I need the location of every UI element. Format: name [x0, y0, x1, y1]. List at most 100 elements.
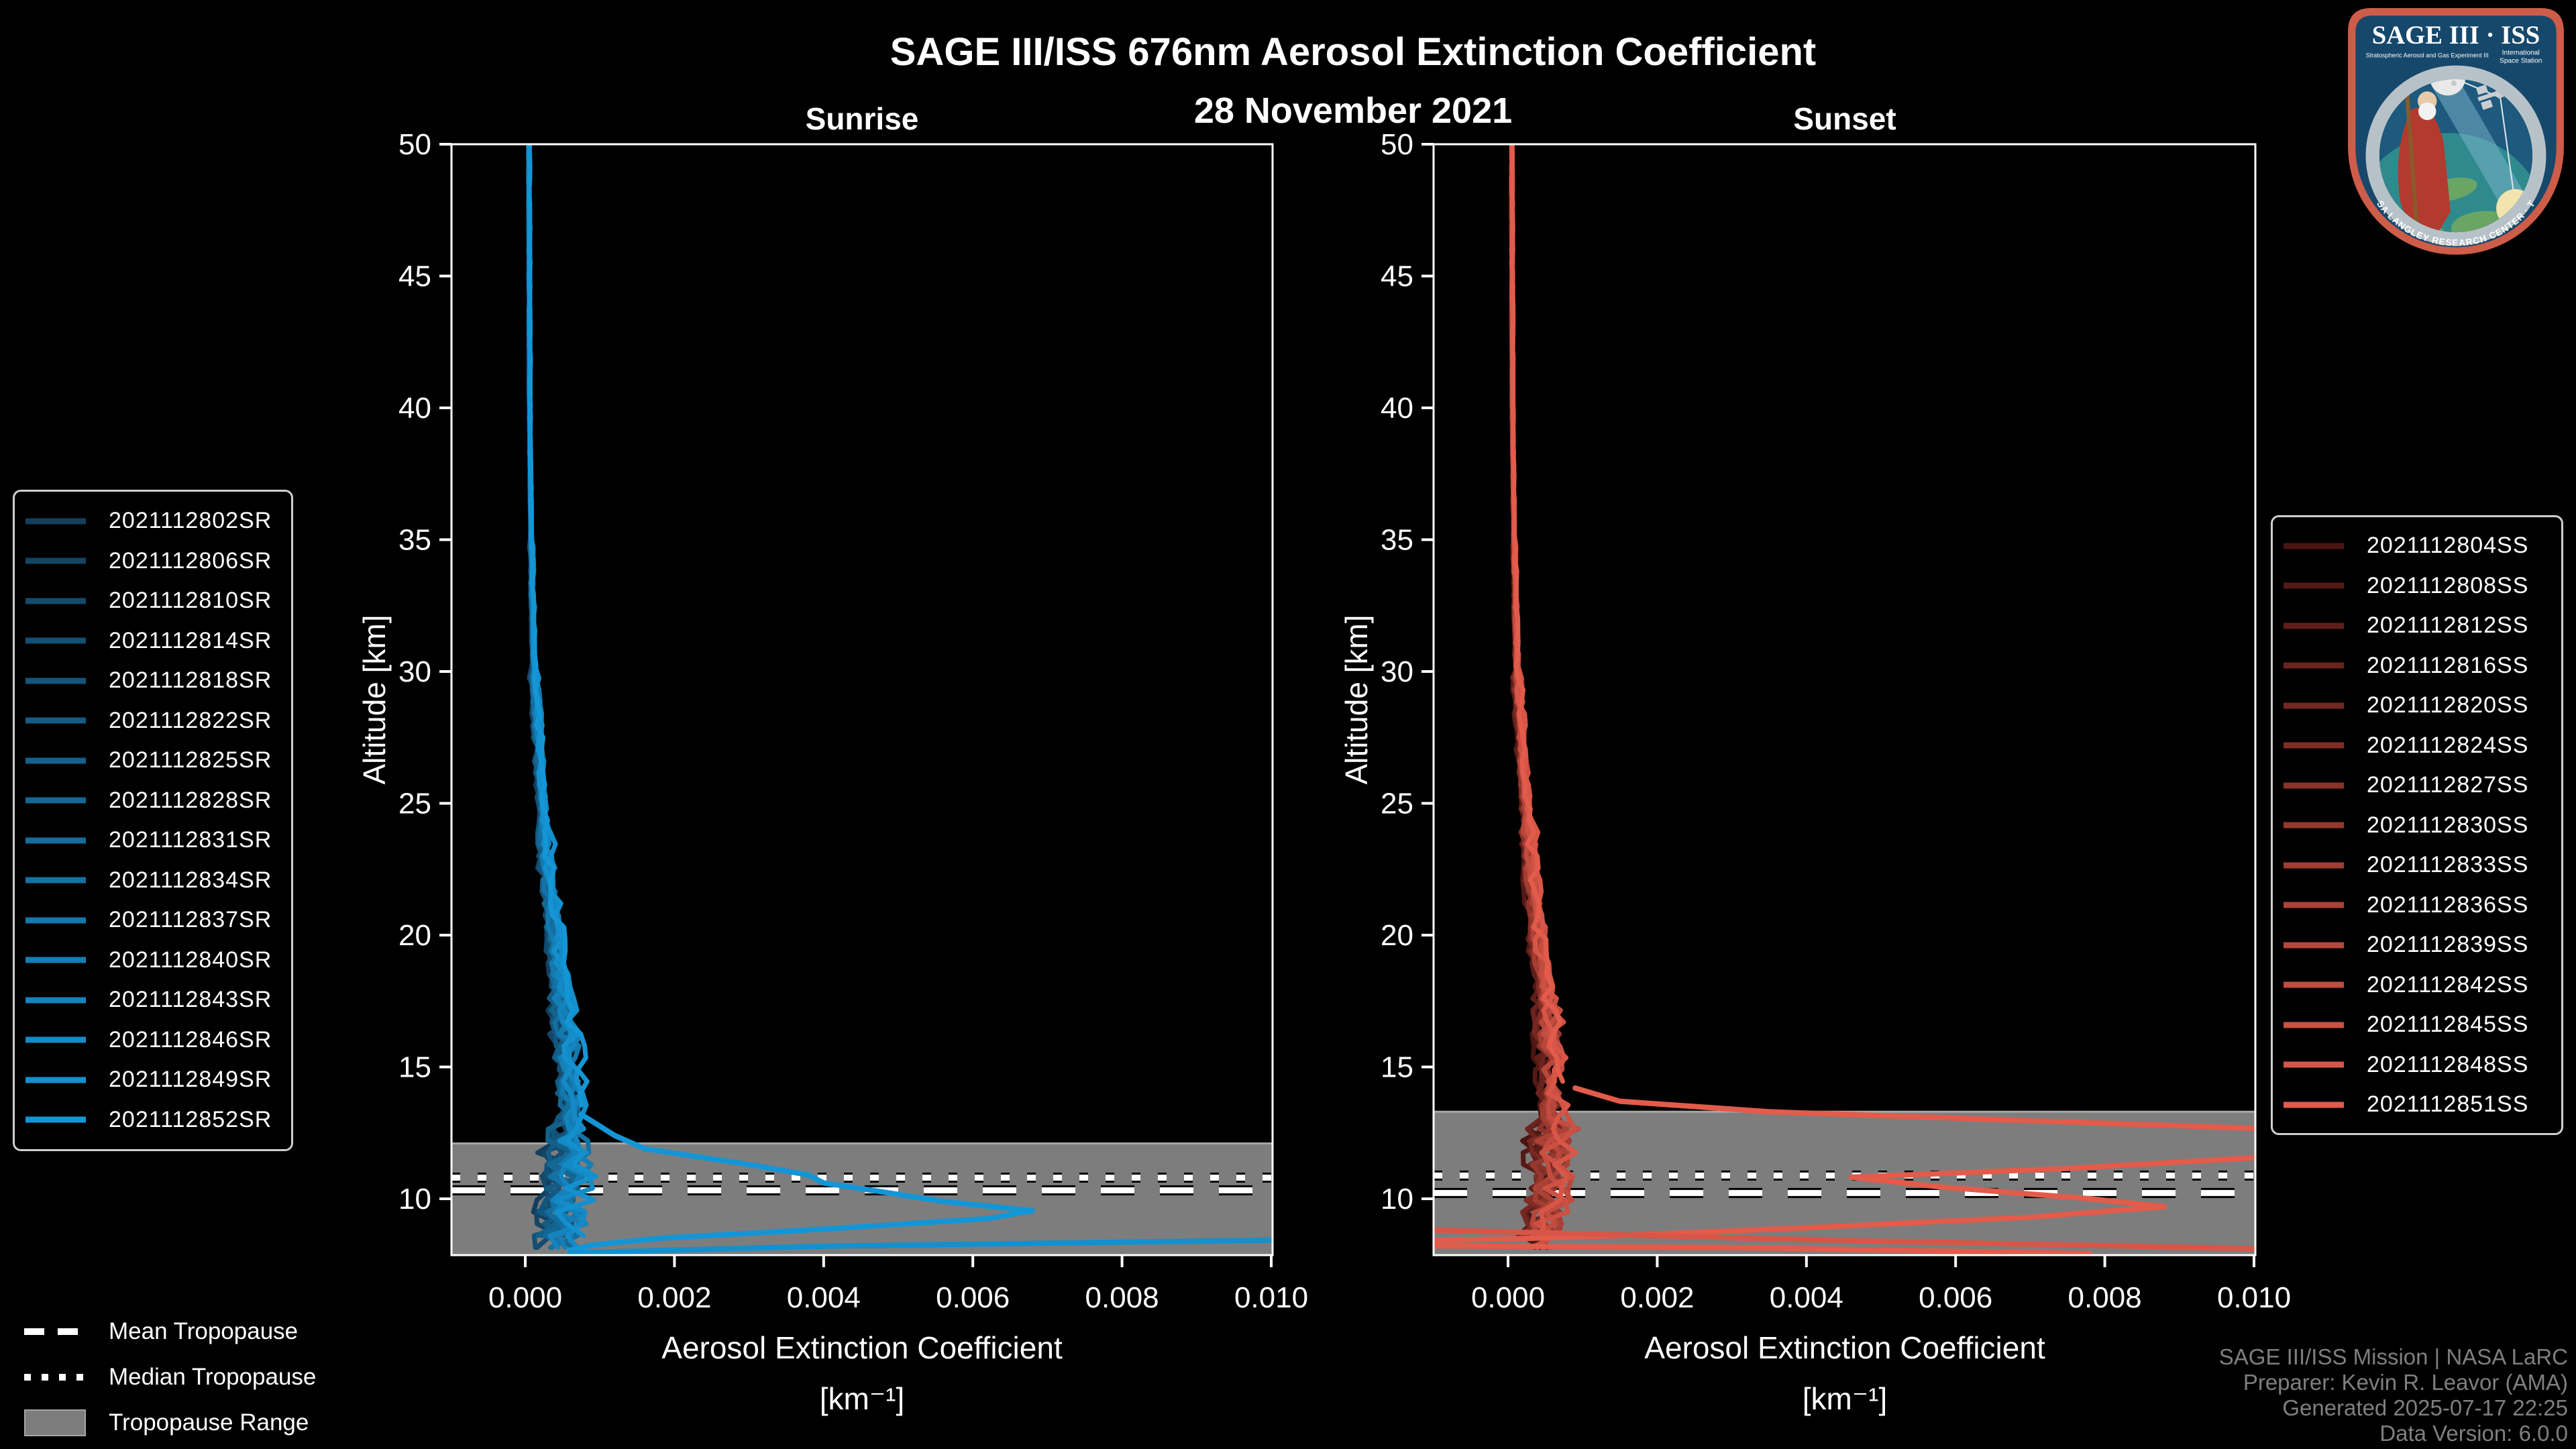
- moon-icon: [2430, 78, 2466, 96]
- legend-item: 2021112827SS: [2273, 765, 2561, 806]
- xtick-label: 0.004: [787, 1281, 861, 1314]
- legend-item: 2021112806SR: [15, 541, 291, 582]
- legend-sunset: 2021112804SS 2021112808SS 2021112812SS 2021…: [2271, 515, 2563, 1135]
- legend-item-label: 2021112837SR: [109, 907, 272, 933]
- legend-line-swatch: [25, 1116, 86, 1123]
- legend-item-label: 2021112818SR: [109, 667, 272, 694]
- ytick-label: 15: [1381, 1051, 1413, 1084]
- mean-tropopause-dash-icon: [24, 1328, 86, 1335]
- logo-title: SAGE III · ISS: [2372, 21, 2540, 50]
- legend-item: 2021112840SR: [15, 941, 291, 981]
- legend-item-label: 2021112845SS: [2367, 1012, 2529, 1037]
- light-beam: [2430, 78, 2532, 220]
- ytick-label: 25: [1381, 788, 1413, 820]
- legend-line-swatch: [2284, 902, 2344, 908]
- legend-line-swatch: [2284, 1102, 2344, 1108]
- ytick-label: 20: [1381, 919, 1413, 952]
- legend-item-label: 2021112846SR: [109, 1026, 272, 1053]
- profile-2021112851SS: [1509, 144, 1565, 1084]
- legend-mean-tropopause: Mean Tropopause: [0, 1316, 298, 1348]
- logo-ring: [2365, 65, 2546, 246]
- logo-scene: [2379, 78, 2533, 233]
- footer-line-version: Data Version: 6.0.0: [2379, 1421, 2568, 1446]
- legend-line-swatch: [2284, 862, 2344, 868]
- legend-item-label: 2021112828SR: [109, 787, 272, 813]
- plot-sunset: 0.000 0.002 0.004 0.006 0.008 0.010 10 15 20 25 30…: [1381, 128, 2291, 1314]
- legend-line-swatch: [25, 837, 86, 844]
- xlabel-sunrise: Aerosol Extinction Coefficient: [661, 1330, 1063, 1365]
- excursion-2021112849SR: [567, 1237, 1273, 1255]
- legend-item: 2021112820SS: [2273, 686, 2561, 726]
- ytick-label: 50: [398, 128, 431, 161]
- plot-sunrise: 0.000 0.002 0.004 0.006 0.008 0.010 10 15 20 25 30…: [398, 128, 1308, 1314]
- legend-item: 2021112851SS: [2273, 1085, 2561, 1125]
- legend-item: 2021112830SS: [2273, 805, 2561, 845]
- sage-iii-iss-logo: SAGE III · ISS Stratospheric Aerosol and…: [2347, 7, 2564, 255]
- legend-item-label: 2021112808SS: [2367, 572, 2529, 598]
- legend-item: 2021112818SR: [15, 661, 291, 701]
- median-tropopause-dot-icon: [24, 1374, 86, 1381]
- legend-line-swatch: [25, 917, 86, 924]
- legend-line-swatch: [25, 518, 86, 525]
- legend-item-label: 2021112806SR: [109, 547, 272, 574]
- legend-line-swatch: [2284, 582, 2344, 589]
- excursion-2021112852SR: [567, 1112, 1036, 1253]
- legend-item-label: 2021112843SR: [109, 987, 272, 1013]
- profile-curves: [525, 144, 1273, 1255]
- legend-line-swatch: [25, 997, 86, 1004]
- mean-tropopause-label: Mean Tropopause: [109, 1318, 299, 1344]
- xtick-label: 0.010: [1234, 1281, 1308, 1314]
- legend-line-swatch: [25, 757, 86, 764]
- legend-item-label: 2021112824SS: [2367, 732, 2529, 758]
- ylabel-sunrise: Altitude [km]: [357, 614, 392, 785]
- xtick-label: 0.002: [637, 1281, 711, 1314]
- legend-item-label: 2021112830SS: [2367, 812, 2529, 838]
- ytick-label: 30: [1381, 655, 1413, 688]
- legend-item-label: 2021112851SS: [2367, 1091, 2529, 1117]
- excursion-2021112848SS: [1434, 1227, 2255, 1252]
- xtick-label: 0.004: [1770, 1281, 1843, 1314]
- legend-item: 2021112833SS: [2273, 845, 2561, 885]
- legend-tropopause-range: Tropopause Range: [0, 1407, 309, 1439]
- legend-line-swatch: [2284, 742, 2344, 749]
- legend-item-label: 2021112812SS: [2367, 612, 2529, 638]
- legend-item-label: 2021112804SS: [2367, 533, 2529, 558]
- ytick-label: 10: [398, 1183, 431, 1216]
- legend-item: 2021112848SS: [2273, 1044, 2561, 1085]
- legend-item-label: 2021112825SR: [109, 747, 272, 773]
- ytick-label: 30: [398, 655, 431, 688]
- legend-item-label: 2021112842SS: [2367, 971, 2529, 998]
- legend-line-swatch: [2284, 822, 2344, 828]
- ytick-label: 20: [398, 919, 431, 952]
- legend-item-label: 2021112814SR: [109, 627, 272, 653]
- xlabel-units-sunrise: [km⁻¹]: [819, 1381, 905, 1416]
- legend-line-swatch: [25, 957, 86, 963]
- legend-item: 2021112824SS: [2273, 725, 2561, 765]
- ytick-label: 45: [398, 260, 431, 293]
- legend-item: 2021112808SS: [2273, 566, 2561, 606]
- tropopause-range-label: Tropopause Range: [109, 1409, 309, 1436]
- legend-item: 2021112814SR: [15, 621, 291, 661]
- legend-item-label: 2021112852SR: [109, 1106, 272, 1132]
- legend-item-label: 2021112836SS: [2367, 892, 2529, 918]
- legend-line-swatch: [2284, 543, 2344, 549]
- profile-curves: [1434, 144, 2255, 1255]
- legend-item-label: 2021112849SR: [109, 1067, 272, 1093]
- legend-item-label: 2021112802SR: [109, 508, 272, 534]
- xtick-label: 0.000: [1471, 1281, 1545, 1314]
- legend-item-label: 2021112840SR: [109, 947, 272, 973]
- logo-subtitle-left: Stratospheric Aerosol and Gas Experiment…: [2366, 52, 2489, 58]
- legend-item: 2021112802SR: [15, 501, 291, 541]
- legend-line-swatch: [2284, 981, 2344, 988]
- xtick-label: 0.006: [936, 1281, 1010, 1314]
- legend-item-label: 2021112810SR: [109, 588, 272, 614]
- legend-line-swatch: [25, 717, 86, 724]
- legend-item: 2021112822SR: [15, 701, 291, 741]
- legend-line-swatch: [2284, 782, 2344, 788]
- legend-item: 2021112837SR: [15, 900, 291, 941]
- logo-subtitle-right-2: Space Station: [2500, 58, 2542, 65]
- ytick-label: 10: [1381, 1183, 1413, 1216]
- legend-line-swatch: [25, 598, 86, 604]
- legend-item-label: 2021112848SS: [2367, 1051, 2529, 1077]
